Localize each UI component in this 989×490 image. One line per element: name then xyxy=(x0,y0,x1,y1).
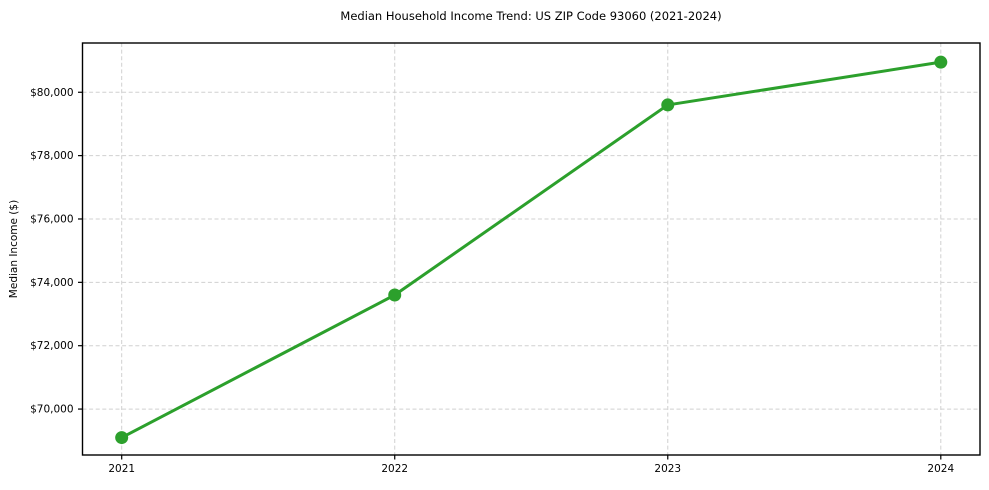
y-tick-label: $76,000 xyxy=(30,213,73,225)
data-point xyxy=(934,55,948,69)
y-tick-label: $70,000 xyxy=(30,404,73,416)
chart-title: Median Household Income Trend: US ZIP Co… xyxy=(340,9,722,23)
data-point xyxy=(115,431,129,445)
data-point xyxy=(661,98,675,112)
x-tick-label: 2023 xyxy=(654,463,681,475)
y-tick-label: $72,000 xyxy=(30,340,73,352)
y-tick-label: $78,000 xyxy=(30,150,73,162)
x-tick-label: 2024 xyxy=(927,463,954,475)
x-tick-label: 2022 xyxy=(381,463,408,475)
series-line xyxy=(120,60,943,440)
data-point xyxy=(388,288,402,302)
y-tick-label: $74,000 xyxy=(30,277,73,289)
x-tick-label: 2021 xyxy=(108,463,135,475)
y-tick-label: $80,000 xyxy=(30,87,73,99)
plot-border xyxy=(81,42,981,456)
